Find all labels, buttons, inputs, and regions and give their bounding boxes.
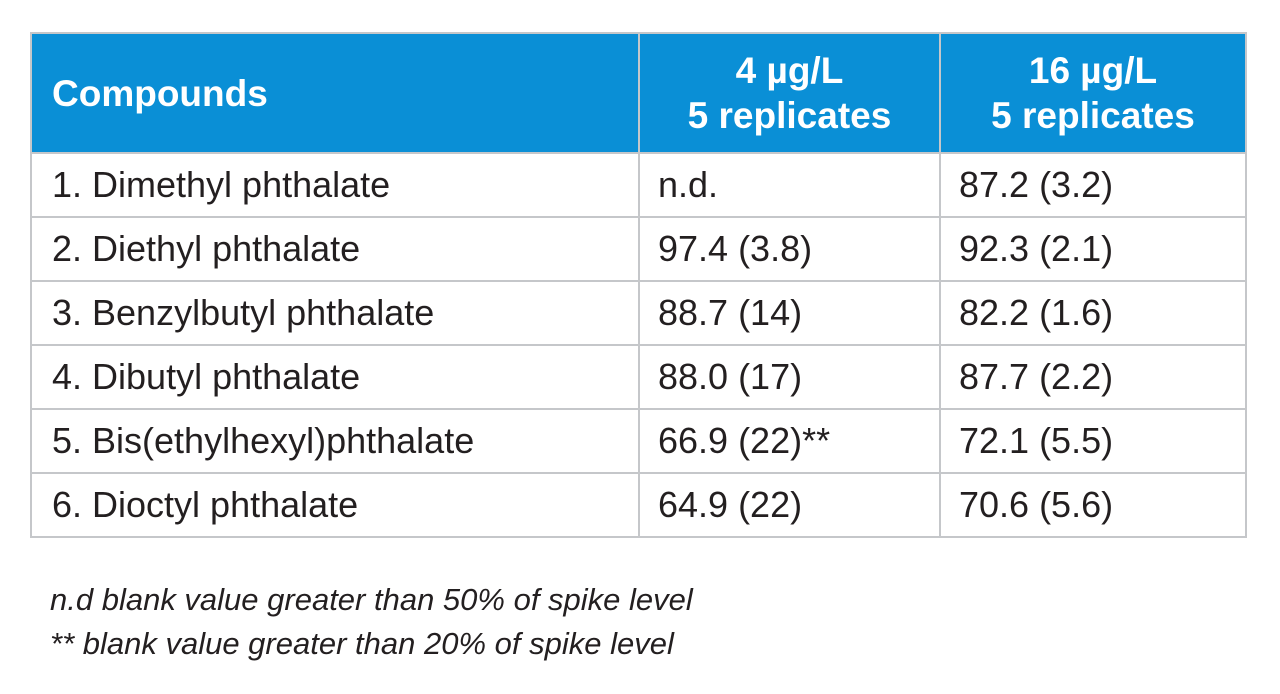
header-16ugl-concentration: 16 µg/L <box>1028 50 1158 91</box>
header-compounds: Compounds <box>30 32 640 154</box>
value-16ugl-cell: 82.2 (1.6) <box>939 280 1247 346</box>
value-16ugl-cell: 92.3 (2.1) <box>939 216 1247 282</box>
table-row: 4. Dibutyl phthalate 88.0 (17) 87.7 (2.2… <box>30 344 1247 410</box>
table-row: 3. Benzylbutyl phthalate 88.7 (14) 82.2 … <box>30 280 1247 346</box>
footnotes: n.d blank value greater than 50% of spik… <box>50 578 693 666</box>
header-16ugl: 16 µg/L 5 replicates <box>939 32 1247 154</box>
header-4ugl-replicates: 5 replicates <box>687 95 892 136</box>
table-row: 2. Diethyl phthalate 97.4 (3.8) 92.3 (2.… <box>30 216 1247 282</box>
header-16ugl-replicates: 5 replicates <box>991 95 1195 136</box>
footnote-nd: n.d blank value greater than 50% of spik… <box>50 582 693 617</box>
compound-cell: 5. Bis(ethylhexyl)phthalate <box>30 408 640 474</box>
value-4ugl-cell: n.d. <box>638 152 941 218</box>
compound-cell: 6. Dioctyl phthalate <box>30 472 640 538</box>
table-body: 1. Dimethyl phthalate n.d. 87.2 (3.2) 2.… <box>30 152 1247 538</box>
header-row: Compounds 4 µg/L 5 replicates 16 µg/L 5 … <box>30 32 1247 154</box>
footnote-double-asterisk: ** blank value greater than 20% of spike… <box>50 626 674 661</box>
value-4ugl-cell: 64.9 (22) <box>638 472 941 538</box>
header-4ugl-concentration: 4 µg/L <box>735 50 844 91</box>
value-16ugl-cell: 72.1 (5.5) <box>939 408 1247 474</box>
value-16ugl-cell: 70.6 (5.6) <box>939 472 1247 538</box>
compound-cell: 3. Benzylbutyl phthalate <box>30 280 640 346</box>
compound-cell: 4. Dibutyl phthalate <box>30 344 640 410</box>
compound-cell: 2. Diethyl phthalate <box>30 216 640 282</box>
table-row: 6. Dioctyl phthalate 64.9 (22) 70.6 (5.6… <box>30 472 1247 538</box>
value-16ugl-cell: 87.7 (2.2) <box>939 344 1247 410</box>
table-row: 5. Bis(ethylhexyl)phthalate 66.9 (22)** … <box>30 408 1247 474</box>
value-16ugl-cell: 87.2 (3.2) <box>939 152 1247 218</box>
value-4ugl-cell: 97.4 (3.8) <box>638 216 941 282</box>
recovery-table-container: Compounds 4 µg/L 5 replicates 16 µg/L 5 … <box>30 32 1247 538</box>
table-header: Compounds 4 µg/L 5 replicates 16 µg/L 5 … <box>30 32 1247 154</box>
value-4ugl-cell: 88.0 (17) <box>638 344 941 410</box>
value-4ugl-cell: 66.9 (22)** <box>638 408 941 474</box>
header-4ugl: 4 µg/L 5 replicates <box>638 32 941 154</box>
value-4ugl-cell: 88.7 (14) <box>638 280 941 346</box>
recovery-table: Compounds 4 µg/L 5 replicates 16 µg/L 5 … <box>30 32 1247 538</box>
table-row: 1. Dimethyl phthalate n.d. 87.2 (3.2) <box>30 152 1247 218</box>
compound-cell: 1. Dimethyl phthalate <box>30 152 640 218</box>
